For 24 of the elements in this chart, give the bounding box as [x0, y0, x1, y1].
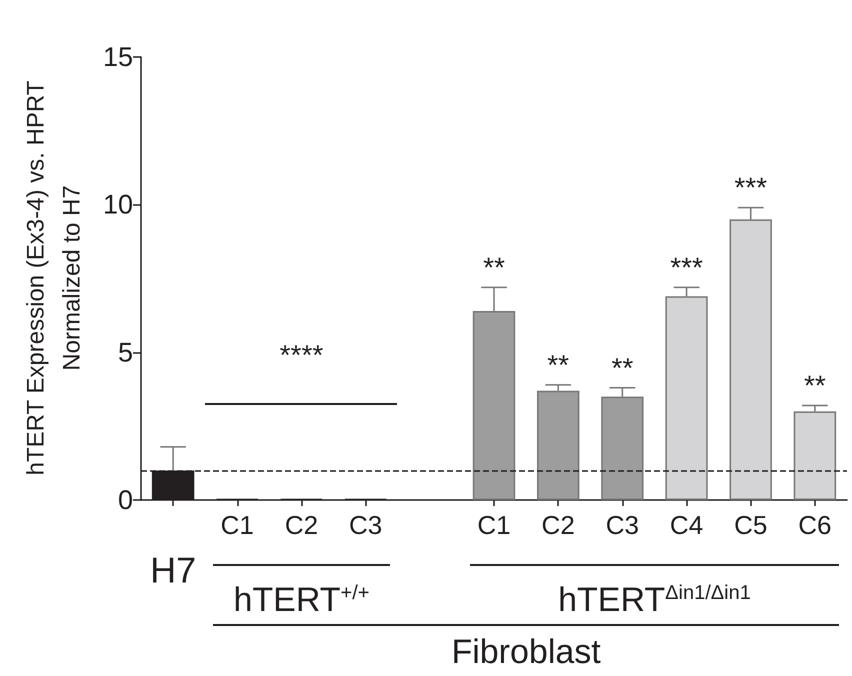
x-tick-label: C2: [542, 510, 575, 540]
data-label: ***: [734, 172, 768, 204]
x-tick-label: C4: [670, 510, 704, 540]
text: Fibroblast: [451, 633, 602, 671]
annotation: ****: [280, 340, 324, 370]
x-tick-label: C3: [606, 510, 639, 540]
data-label: **: [483, 252, 505, 283]
data-label: **: [547, 349, 570, 380]
y-tick-label: 10: [102, 190, 133, 220]
data-label: **: [611, 352, 634, 384]
x-tick-label: H7: [150, 550, 196, 590]
y-tick-label: 0: [118, 485, 133, 515]
x-tick-label: C6: [798, 510, 832, 540]
y-axis-title: hTERT Expression (Ex3-4) vs. HPRT Normalized to H7: [22, 80, 86, 476]
x-tick-label: C5: [734, 510, 768, 540]
data-label: ***: [670, 252, 703, 283]
x-tick-label: C2: [284, 510, 318, 540]
y-tick-label: 15: [102, 42, 133, 72]
y-tick-label: 5: [118, 337, 133, 368]
text: hTERT+/+: [233, 581, 370, 619]
x-tick-label: C1: [220, 510, 254, 540]
x-tick-label: C3: [349, 510, 382, 540]
data-label: **: [804, 370, 826, 401]
x-tick-label: C1: [477, 510, 511, 540]
